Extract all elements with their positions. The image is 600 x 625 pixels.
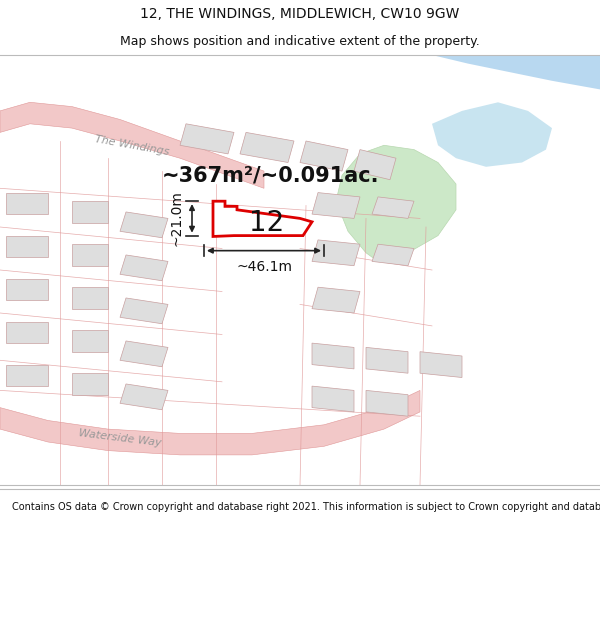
Polygon shape: [0, 102, 264, 188]
Polygon shape: [312, 386, 354, 412]
Polygon shape: [0, 391, 420, 455]
Polygon shape: [6, 364, 48, 386]
Polygon shape: [0, 55, 600, 485]
Polygon shape: [336, 145, 456, 261]
Polygon shape: [312, 288, 360, 313]
Polygon shape: [6, 236, 48, 257]
Text: Waterside Way: Waterside Way: [78, 428, 162, 448]
Polygon shape: [6, 322, 48, 343]
Polygon shape: [120, 341, 168, 367]
Text: Contains OS data © Crown copyright and database right 2021. This information is : Contains OS data © Crown copyright and d…: [12, 502, 600, 512]
Polygon shape: [213, 201, 312, 236]
Text: The Windings: The Windings: [94, 134, 170, 157]
Polygon shape: [120, 298, 168, 324]
Polygon shape: [366, 391, 408, 416]
Polygon shape: [300, 141, 348, 171]
Polygon shape: [72, 201, 108, 222]
Text: ~367m²/~0.091ac.: ~367m²/~0.091ac.: [161, 166, 379, 186]
Polygon shape: [312, 192, 360, 218]
Polygon shape: [432, 55, 600, 89]
Polygon shape: [372, 197, 414, 218]
Polygon shape: [420, 352, 462, 377]
Polygon shape: [372, 244, 414, 266]
Polygon shape: [120, 255, 168, 281]
Polygon shape: [180, 124, 234, 154]
Polygon shape: [120, 384, 168, 410]
Polygon shape: [72, 288, 108, 309]
Polygon shape: [72, 244, 108, 266]
Text: 12, THE WINDINGS, MIDDLEWICH, CW10 9GW: 12, THE WINDINGS, MIDDLEWICH, CW10 9GW: [140, 7, 460, 21]
Text: ~46.1m: ~46.1m: [236, 260, 292, 274]
Polygon shape: [72, 373, 108, 395]
Polygon shape: [6, 192, 48, 214]
Polygon shape: [312, 240, 360, 266]
Polygon shape: [354, 149, 396, 180]
Polygon shape: [432, 102, 552, 167]
Text: 12: 12: [250, 209, 284, 237]
Text: Map shows position and indicative extent of the property.: Map shows position and indicative extent…: [120, 35, 480, 48]
Polygon shape: [120, 212, 168, 238]
Polygon shape: [366, 348, 408, 373]
Polygon shape: [240, 132, 294, 162]
Text: ~21.0m: ~21.0m: [169, 191, 183, 246]
Polygon shape: [72, 330, 108, 352]
Polygon shape: [312, 343, 354, 369]
Polygon shape: [6, 279, 48, 300]
